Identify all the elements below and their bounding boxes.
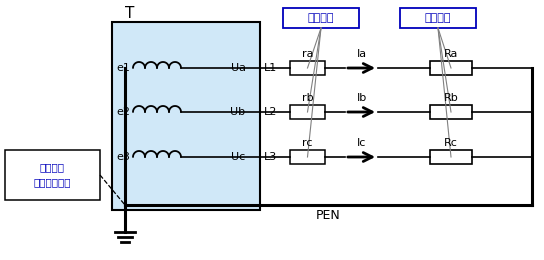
Text: Uc: Uc bbox=[231, 152, 245, 162]
Text: 线路电阻: 线路电阻 bbox=[308, 13, 334, 23]
Text: 负载电阻: 负载电阻 bbox=[425, 13, 452, 23]
Bar bbox=[430, 61, 472, 75]
Text: Ub: Ub bbox=[231, 107, 245, 117]
Text: L2: L2 bbox=[264, 107, 277, 117]
Text: e2: e2 bbox=[116, 107, 130, 117]
Text: rb: rb bbox=[302, 93, 313, 103]
Text: Ia: Ia bbox=[356, 49, 367, 59]
Text: Rb: Rb bbox=[443, 93, 459, 103]
Text: Ua: Ua bbox=[231, 63, 245, 73]
Bar bbox=[400, 8, 476, 28]
Text: Rc: Rc bbox=[444, 138, 458, 148]
Bar bbox=[5, 150, 100, 200]
Text: 系统接地
或者工作接地: 系统接地 或者工作接地 bbox=[34, 162, 71, 187]
Text: Ic: Ic bbox=[357, 138, 366, 148]
Text: Ra: Ra bbox=[444, 49, 458, 59]
Text: e3: e3 bbox=[116, 152, 130, 162]
Text: PEN: PEN bbox=[316, 209, 341, 222]
Bar bbox=[290, 105, 325, 119]
Bar bbox=[283, 8, 359, 28]
Text: rc: rc bbox=[302, 138, 313, 148]
Text: ra: ra bbox=[302, 49, 313, 59]
Bar bbox=[290, 61, 325, 75]
Text: Ib: Ib bbox=[356, 93, 367, 103]
Text: L3: L3 bbox=[264, 152, 277, 162]
Bar bbox=[430, 105, 472, 119]
Text: T: T bbox=[125, 6, 135, 22]
Bar bbox=[112, 22, 260, 210]
Bar bbox=[430, 150, 472, 164]
Bar bbox=[290, 150, 325, 164]
Text: L1: L1 bbox=[264, 63, 277, 73]
Text: e1: e1 bbox=[116, 63, 130, 73]
